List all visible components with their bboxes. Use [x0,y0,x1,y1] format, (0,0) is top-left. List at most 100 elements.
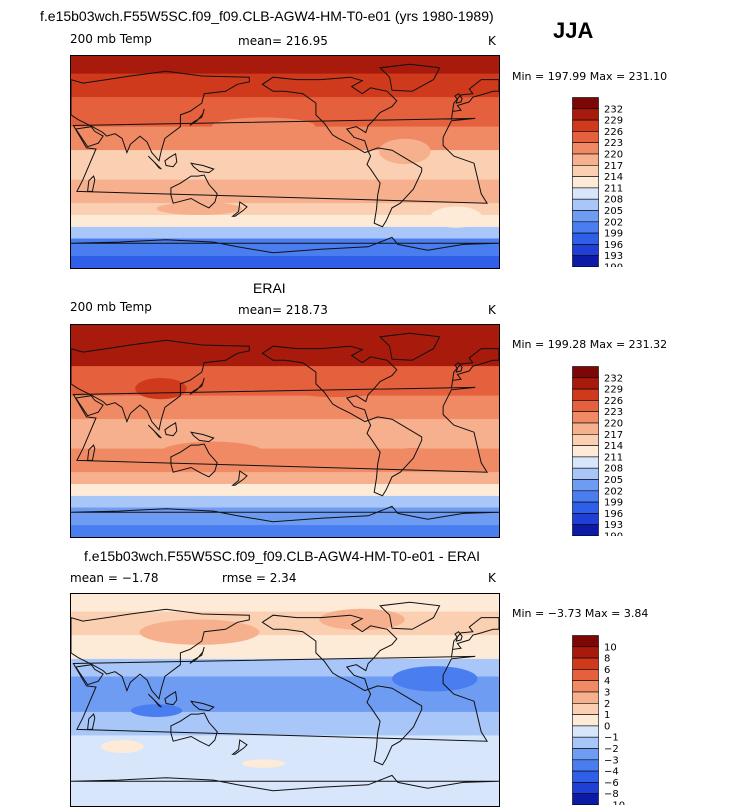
colorbar-tick-label: 217 [604,161,623,172]
panel3-min-max: Min = −3.73 Max = 3.84 [512,607,649,620]
colorbar-tick-label: 190 [604,532,623,537]
panel2-title: ERAI [253,280,286,296]
colorbar-tick-label: 0 [604,721,610,732]
contour-patch [122,98,208,124]
band-90N-75N [71,594,499,613]
colorbar-box [572,232,599,245]
panel3-map [70,593,500,807]
band-10N-15S [71,150,499,181]
panel1-min-max: Min = 197.99 Max = 231.10 [512,70,668,83]
panel3-title: f.e15b03wch.F55W5SC.f09_f09.CLB-AGW4-HM-… [84,548,481,564]
heatmap-bands [71,594,499,806]
coastline [189,162,215,174]
colorbar-tick-label: −2 [604,744,619,755]
colorbar-box [572,377,599,390]
colorbar-box [572,490,599,503]
coastline [454,93,463,104]
coastline [189,431,215,443]
coastline [71,70,250,162]
band-30S-55S [71,735,499,766]
band-10N-15S [71,419,499,450]
colorbar-tick-label: −3 [604,755,619,766]
band-55N-35N [71,635,499,660]
coastline [72,117,489,204]
colorbar-box [572,153,599,166]
colorbar-tick-label: 196 [604,509,623,520]
colorbar-box [572,680,599,693]
contour-patch [379,138,431,165]
colorbar-box [572,400,599,413]
coastline [147,424,162,439]
coastline [164,421,178,437]
band-35N-20N [71,658,499,677]
band-30N-10N [71,395,499,420]
contour-patch [263,776,392,794]
colorbar-tick-label: 226 [604,396,623,407]
coastline [72,655,489,742]
coastline [87,175,96,192]
band-45S-55S [71,215,499,228]
coastline [170,443,218,478]
colorbar-tick-label: 208 [604,195,623,206]
colorbar-box [572,142,599,155]
coastline [366,416,423,497]
coastline [74,126,104,148]
colorbar-tick-label: 202 [604,217,623,228]
colorbar-tick-label: 226 [604,127,623,138]
colorbar-tick-label: 6 [604,665,610,676]
coastline [71,608,250,700]
band-80S-90S [71,525,499,537]
colorbar-box [572,388,599,401]
coastlines [71,601,499,792]
colorbar-box [572,119,599,132]
colorbar-tick-label: 220 [604,419,623,430]
colorbar-tick-label: 4 [604,676,610,687]
contour-patch [392,666,478,692]
colorbar-box [572,657,599,670]
contour-patch [285,380,388,398]
colorbar-box [572,467,599,480]
coastline [71,236,499,254]
panel2-colorbar: 2322292262232202172142112082052021991961… [572,366,623,537]
coastlines [71,332,499,523]
colorbar-box [572,434,599,446]
colorbar-box [572,691,599,704]
colorbar-box [572,221,599,234]
colorbar-tick-label: 1 [604,710,610,721]
coastline [261,345,398,423]
coastline [189,700,215,712]
coastlines [71,63,499,254]
plot-title: f.e15b03wch.F55W5SC.f09_f09.CLB-AGW4-HM-… [40,8,494,24]
panel3-mean-label: mean = −1.78 [70,571,159,585]
coastline [147,693,162,708]
colorbar-box [572,255,599,267]
contour-patch [139,619,260,645]
colorbar-box [572,187,599,200]
colorbar-box [572,97,599,110]
colorbar-tick-label: 205 [604,475,623,486]
coastline [261,76,398,154]
coastline [261,614,398,692]
colorbar-tick-label: 8 [604,654,610,665]
heatmap-bands [71,325,499,537]
panel1-left-label: 200 mb Temp [70,32,152,46]
colorbar-tick-label: −10 [604,801,625,806]
coastline [450,348,499,389]
colorbar-tick-label: 211 [604,183,623,194]
colorbar-tick-label: 193 [604,251,623,262]
colorbar-box [572,513,599,525]
coastline [164,690,178,706]
colorbar-tick-label: 232 [604,373,623,384]
panel1-colorbar: 2322292262232202172142112082052021991961… [572,97,623,267]
coastline [189,646,205,664]
colorbar-tick-label: 202 [604,486,623,497]
panel1-mean-label: mean= 216.95 [238,34,328,48]
colorbar-tick-label: −4 [604,767,619,778]
colorbar-box [572,445,599,458]
colorbar-box [572,456,599,469]
band-15S-35S [71,448,499,473]
colorbar-boxes [572,635,599,805]
colorbar-tick-label: 208 [604,464,623,475]
band-55N-30N [71,366,499,397]
coastline [170,712,218,747]
